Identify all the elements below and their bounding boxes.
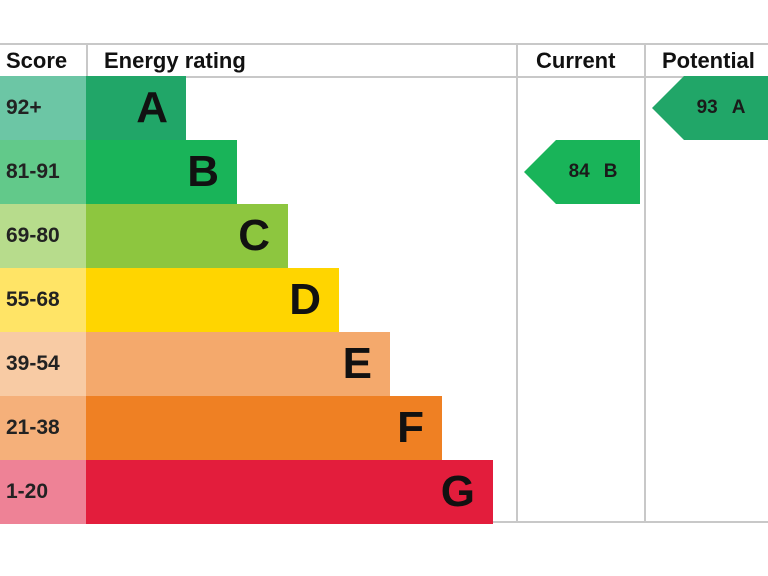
band-letter-e: E (342, 339, 372, 388)
column-divider-potential (644, 43, 646, 523)
band-bar-f: F (86, 396, 442, 460)
band-bar-c: C (86, 204, 288, 268)
band-letter-f: F (397, 403, 424, 452)
score-range-c: 69-80 (0, 204, 86, 268)
header-score: Score (6, 47, 68, 73)
band-bar-d: D (86, 268, 339, 332)
band-bar-b: B (86, 140, 237, 204)
score-range-e: 39-54 (0, 332, 86, 396)
band-bar-a: A (86, 76, 186, 140)
current-rating-value: 84 (568, 161, 590, 182)
band-bar-g: G (86, 460, 493, 524)
band-letter-a: A (136, 83, 168, 132)
header-divider (0, 76, 768, 78)
potential-rating-band: A (731, 97, 746, 118)
score-range-g: 1-20 (0, 460, 86, 524)
header-energy-rating: Energy rating (104, 47, 246, 73)
potential-rating-arrow: 93 A (652, 76, 768, 140)
potential-rating-value: 93 (696, 97, 718, 118)
current-rating-arrow: 84 B (524, 140, 640, 204)
band-bar-e: E (86, 332, 390, 396)
score-range-a: 92+ (0, 76, 86, 140)
band-letter-d: D (289, 275, 321, 324)
band-letter-b: B (187, 147, 219, 196)
column-divider-score (86, 43, 88, 77)
band-letter-c: C (238, 211, 270, 260)
header-potential: Potential (662, 47, 755, 73)
band-letter-g: G (440, 467, 475, 516)
header-current: Current (536, 47, 616, 73)
score-range-f: 21-38 (0, 396, 86, 460)
column-divider-current (516, 43, 518, 523)
score-range-d: 55-68 (0, 268, 86, 332)
current-rating-band: B (603, 161, 618, 182)
score-range-b: 81-91 (0, 140, 86, 204)
top-border (0, 43, 768, 45)
